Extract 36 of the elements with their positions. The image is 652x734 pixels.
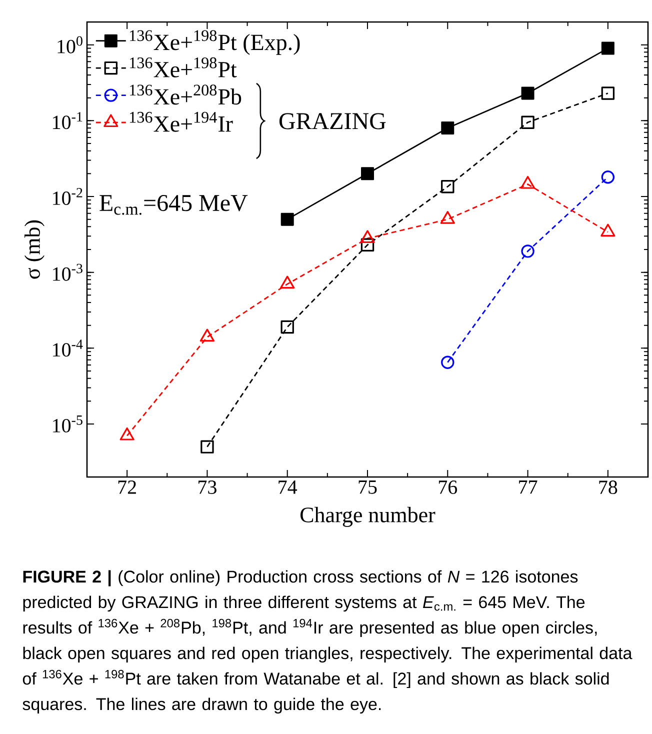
y-tick-label: 10$^{-2}$ xyxy=(53,188,82,205)
point xyxy=(280,212,294,226)
point xyxy=(360,167,374,180)
y-tick-label: 10$^{-1}$ xyxy=(53,112,82,130)
point xyxy=(441,180,454,194)
x-tick-label: 74 xyxy=(278,480,298,494)
legend-label: $^{136}$Xe+$^{194}$Ir xyxy=(130,112,233,132)
annotation: GRAZING xyxy=(279,113,386,130)
point xyxy=(521,244,534,258)
point xyxy=(200,440,214,454)
point xyxy=(601,42,614,55)
point xyxy=(521,86,534,100)
point xyxy=(441,122,454,135)
x-tick-label: 72 xyxy=(118,480,136,494)
point xyxy=(521,116,534,129)
x-tick-label: 76 xyxy=(438,480,458,494)
legend-label: $^{136}$Xe+$^{208}$Pb xyxy=(130,84,242,105)
annotation: E$_{c.m.}$=645 MeV xyxy=(100,194,248,215)
point xyxy=(601,86,615,100)
point xyxy=(441,356,454,369)
x-tick-label: 73 xyxy=(198,480,216,494)
y-tick-label: 10$^{-5}$ xyxy=(53,416,82,432)
point xyxy=(601,170,615,184)
y-tick-label: 10$^{-4}$ xyxy=(53,340,83,357)
x-tick-label: 77 xyxy=(519,480,538,494)
point xyxy=(280,320,294,334)
point xyxy=(360,238,374,252)
legend-label: $^{136}$Xe+$^{198}$Pt xyxy=(130,57,237,78)
x-tick-label: 75 xyxy=(358,480,377,494)
text: FIGURE 2 | (Color online) Production cross sections of N = 126 isotones predicted by GRAZING in three different systems at E$_{c.m.}$ = 645 MeV. The results of $^{136}$Xe + $^{208}$Pb, $^{198}$Pt, and $^{194}$Ir are presented as blue open circles, black open squares and red open triangles, respectively. The experimental data of $^{136}$Xe + $^{198}$Pt are taken from Watanabe et al. [2] and shown as black solid squares. The lines are drawn to guide the eye. xyxy=(22,570,632,714)
x-tick-label: 78 xyxy=(599,480,618,494)
x-axis-title: Charge number xyxy=(300,506,436,527)
y-axis-title: σ (mb) xyxy=(24,220,44,279)
y-tick-label: 10$^{-3}$ xyxy=(53,264,82,281)
y-tick-label: 10$^{0}$ xyxy=(58,36,82,54)
legend-label: $^{136}$Xe+$^{198}$Pt (Exp.) xyxy=(130,30,300,55)
